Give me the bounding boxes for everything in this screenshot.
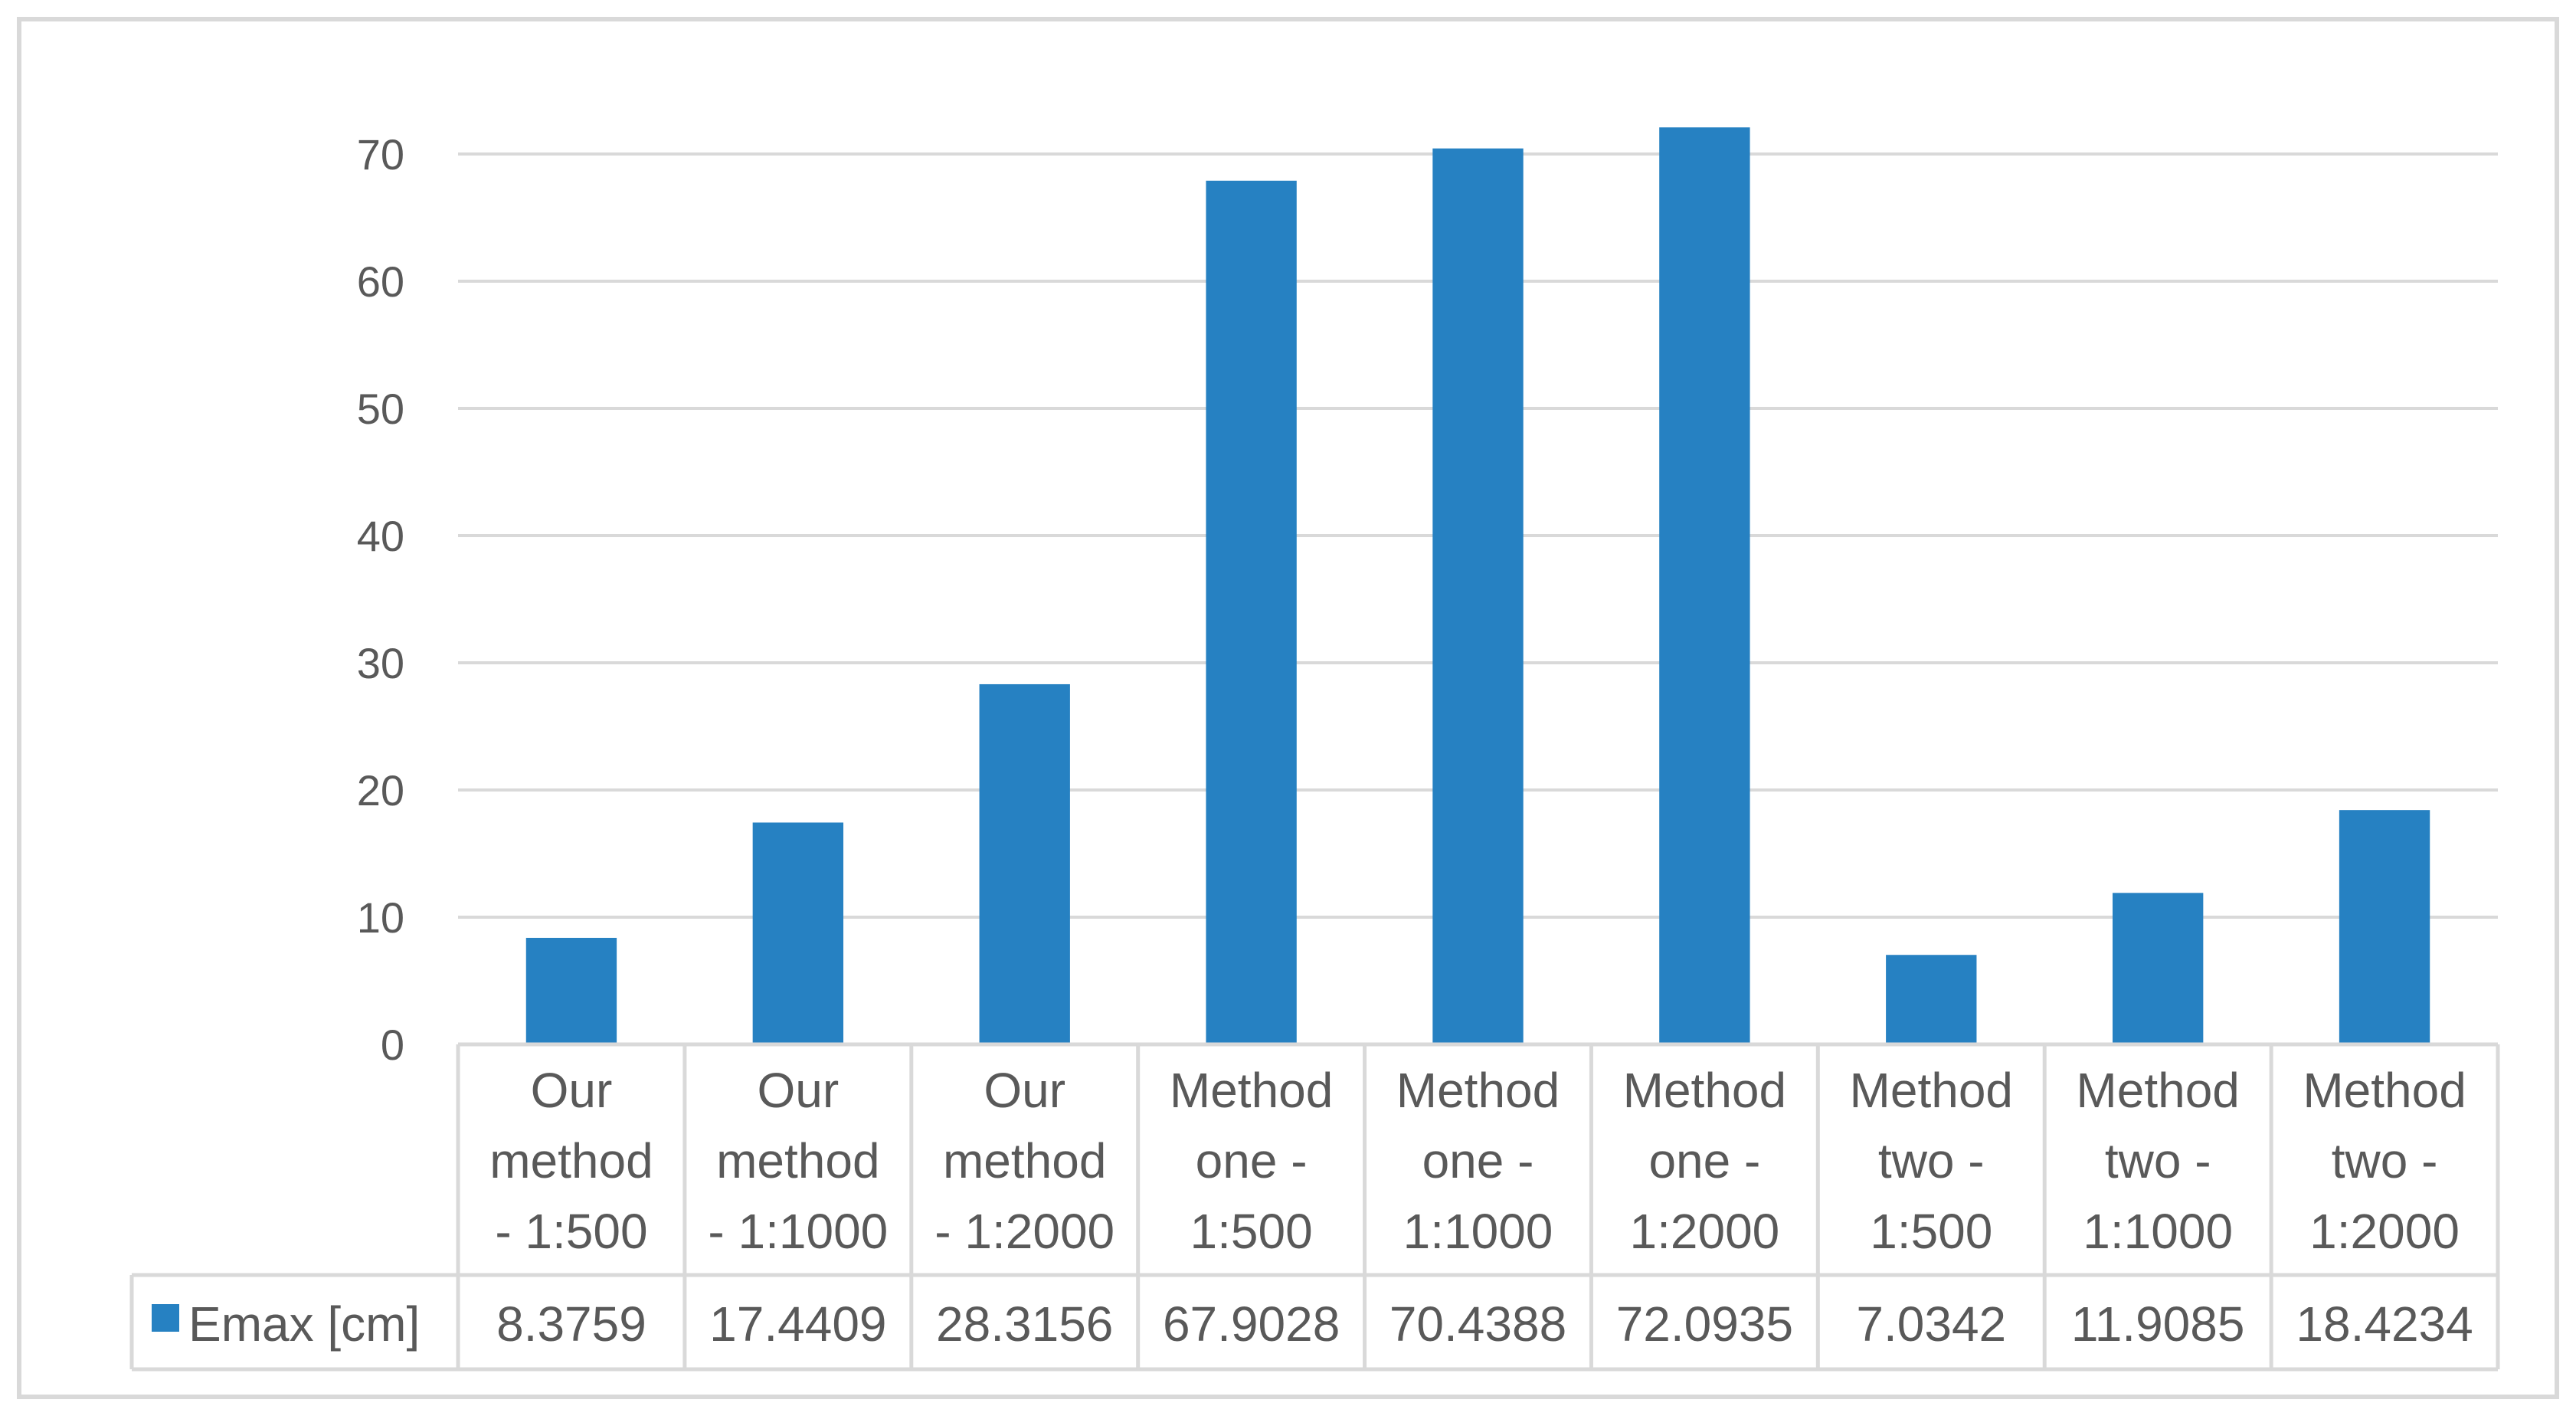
legend-label: Emax [cm] (188, 1296, 420, 1352)
category-label: Method two - 1:500 (1850, 1063, 2013, 1259)
category-label: Method two - 1:1000 (2076, 1063, 2239, 1259)
bar (1886, 955, 1977, 1044)
category-label-line: 1:500 (1190, 1204, 1313, 1259)
bar (2112, 893, 2204, 1044)
bar (1432, 148, 1524, 1044)
category-label-line: Method (1170, 1063, 1333, 1118)
category-label-line: 1:1000 (2083, 1204, 2233, 1259)
category-label-line: - 1:2000 (934, 1204, 1115, 1259)
category-label-line: 1:1000 (1403, 1204, 1553, 1259)
y-tick-label: 50 (357, 385, 404, 433)
category-label-line: Method (1396, 1063, 1560, 1118)
bar (2339, 810, 2430, 1044)
category-label-line: Method (2303, 1063, 2466, 1118)
y-axis-ticks: 0 10 20 30 40 50 60 70 (357, 130, 404, 1069)
category-label-line: one - (1422, 1133, 1534, 1188)
category-label-line: 1:2000 (1630, 1204, 1780, 1259)
category-label-line: Method (2076, 1063, 2239, 1118)
category-label-line: method (716, 1133, 879, 1188)
category-label: Our method - 1:1000 (708, 1063, 888, 1259)
bar (752, 822, 844, 1044)
data-label: 7.0342 (1856, 1296, 2006, 1352)
data-label: 70.4388 (1389, 1296, 1566, 1352)
legend-key (152, 1304, 179, 1332)
y-tick-label: 10 (357, 893, 404, 942)
category-label: Method two - 1:2000 (2303, 1063, 2466, 1259)
chart-frame: 0 10 20 30 40 50 60 70 Our method - 1:500 Our metho… (17, 17, 2559, 1399)
category-label: Method one - 1:2000 (1623, 1063, 1786, 1259)
emax-bar-chart: 0 10 20 30 40 50 60 70 Our method - 1:500 Our metho… (129, 127, 2500, 1372)
category-label-line: - 1:500 (495, 1204, 647, 1259)
category-label-line: Our (757, 1063, 839, 1118)
data-label: 67.9028 (1163, 1296, 1340, 1352)
data-label: 11.9085 (2071, 1296, 2245, 1352)
data-label: 72.0935 (1616, 1296, 1793, 1352)
bar (1659, 127, 1750, 1044)
y-tick-label: 60 (357, 257, 404, 306)
category-label-line: two - (2332, 1133, 2438, 1188)
data-label: 18.4234 (2296, 1296, 2473, 1352)
y-tick-label: 20 (357, 766, 404, 815)
category-label: Method one - 1:500 (1170, 1063, 1333, 1259)
category-label-line: 1:2000 (2309, 1204, 2460, 1259)
data-label: 28.3156 (936, 1296, 1113, 1352)
category-label-line: Method (1850, 1063, 2013, 1118)
data-label: 17.4409 (709, 1296, 886, 1352)
data-table: Our method - 1:500 Our method - 1:1000 Our meth… (129, 1042, 2500, 1372)
category-label-line: method (943, 1133, 1106, 1188)
category-label-line: Our (531, 1063, 613, 1118)
data-label: 8.3759 (496, 1296, 646, 1352)
y-tick-label: 70 (357, 130, 404, 179)
category-label-line: two - (1878, 1133, 1985, 1188)
category-label-line: one - (1196, 1133, 1308, 1188)
y-tick-label: 0 (381, 1021, 404, 1069)
category-label-line: method (489, 1133, 653, 1188)
category-label-line: Our (984, 1063, 1065, 1118)
category-label-line: Method (1623, 1063, 1786, 1118)
bar (979, 683, 1070, 1044)
category-label-line: 1:500 (1870, 1204, 1992, 1259)
bar (525, 937, 617, 1044)
y-tick-label: 30 (357, 639, 404, 687)
category-label-line: - 1:1000 (708, 1204, 888, 1259)
category-label-line: two - (2105, 1133, 2211, 1188)
category-label: Our method - 1:2000 (934, 1063, 1115, 1259)
category-label: Method one - 1:1000 (1396, 1063, 1560, 1259)
bar (1206, 180, 1297, 1045)
y-tick-label: 40 (357, 512, 404, 560)
category-label: Our method - 1:500 (489, 1063, 653, 1259)
category-label-line: one - (1648, 1133, 1760, 1188)
bars (525, 127, 2430, 1045)
